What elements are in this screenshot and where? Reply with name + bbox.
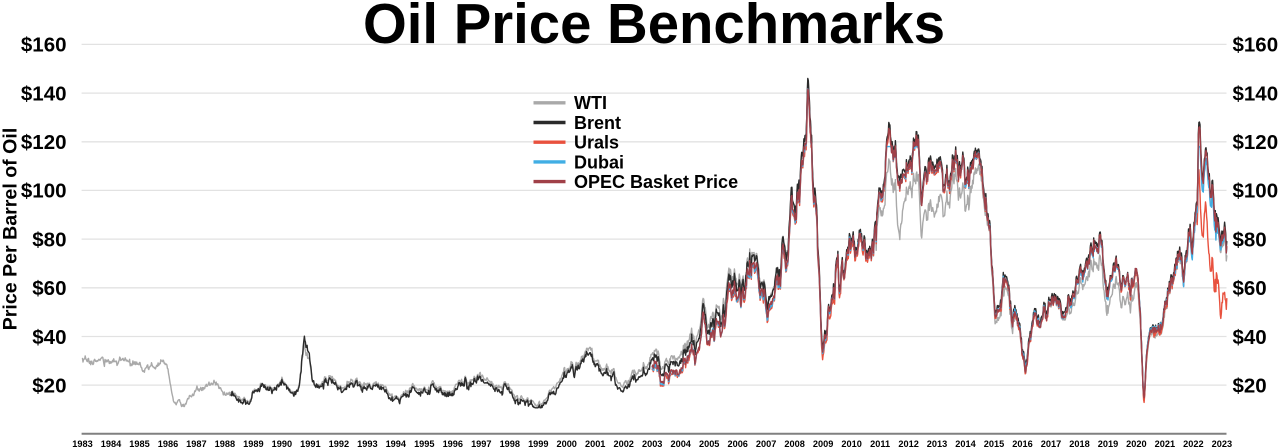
svg-text:$80: $80 — [32, 228, 66, 251]
svg-text:2022: 2022 — [1183, 439, 1203, 448]
svg-text:$100: $100 — [1233, 180, 1279, 203]
svg-text:2013: 2013 — [927, 439, 947, 448]
svg-text:2002: 2002 — [613, 439, 633, 448]
svg-text:2023: 2023 — [1212, 439, 1232, 448]
svg-text:1992: 1992 — [329, 439, 349, 448]
svg-text:2008: 2008 — [784, 439, 804, 448]
svg-text:$160: $160 — [1233, 34, 1279, 57]
svg-text:2003: 2003 — [642, 439, 662, 448]
svg-text:$20: $20 — [1233, 374, 1267, 397]
svg-text:2018: 2018 — [1069, 439, 1089, 448]
svg-text:$120: $120 — [21, 131, 67, 154]
svg-text:2005: 2005 — [699, 439, 719, 448]
svg-text:Dubai: Dubai — [574, 152, 624, 172]
svg-text:2010: 2010 — [841, 439, 861, 448]
svg-text:1984: 1984 — [101, 439, 122, 448]
svg-text:$60: $60 — [1233, 277, 1267, 300]
svg-text:1985: 1985 — [129, 439, 149, 448]
svg-text:2021: 2021 — [1155, 439, 1175, 448]
svg-text:2020: 2020 — [1126, 439, 1146, 448]
svg-text:2001: 2001 — [585, 439, 605, 448]
svg-text:2016: 2016 — [1012, 439, 1032, 448]
svg-text:2000: 2000 — [556, 439, 576, 448]
svg-text:1997: 1997 — [471, 439, 491, 448]
svg-text:1986: 1986 — [158, 439, 178, 448]
svg-text:$80: $80 — [1233, 228, 1267, 251]
svg-text:Oil Price Benchmarks: Oil Price Benchmarks — [363, 0, 945, 55]
svg-text:$20: $20 — [32, 374, 66, 397]
svg-text:1989: 1989 — [243, 439, 263, 448]
svg-text:1988: 1988 — [215, 439, 235, 448]
svg-text:2012: 2012 — [898, 439, 918, 448]
svg-text:2004: 2004 — [670, 439, 691, 448]
svg-text:$60: $60 — [32, 277, 66, 300]
svg-text:1998: 1998 — [500, 439, 520, 448]
svg-text:2014: 2014 — [955, 439, 976, 448]
svg-text:1991: 1991 — [300, 439, 320, 448]
svg-text:1990: 1990 — [272, 439, 292, 448]
svg-text:2015: 2015 — [984, 439, 1004, 448]
svg-text:2019: 2019 — [1098, 439, 1118, 448]
svg-text:1987: 1987 — [186, 439, 206, 448]
svg-text:1994: 1994 — [386, 439, 407, 448]
svg-text:$100: $100 — [21, 180, 67, 203]
svg-text:2006: 2006 — [727, 439, 747, 448]
svg-text:2007: 2007 — [756, 439, 776, 448]
svg-text:$140: $140 — [21, 82, 67, 105]
svg-text:Price Per Barrel of Oil: Price Per Barrel of Oil — [0, 128, 22, 331]
svg-text:$40: $40 — [1233, 326, 1267, 349]
svg-text:2011: 2011 — [870, 439, 890, 448]
svg-text:1983: 1983 — [72, 439, 92, 448]
svg-text:1999: 1999 — [528, 439, 548, 448]
svg-text:$120: $120 — [1233, 131, 1279, 154]
svg-text:Urals: Urals — [574, 133, 619, 153]
svg-text:$140: $140 — [1233, 82, 1279, 105]
svg-text:$160: $160 — [21, 34, 67, 57]
svg-text:1996: 1996 — [443, 439, 463, 448]
svg-text:1995: 1995 — [414, 439, 434, 448]
svg-text:1993: 1993 — [357, 439, 377, 448]
svg-text:$40: $40 — [32, 326, 66, 349]
svg-text:Brent: Brent — [574, 113, 621, 133]
svg-text:2009: 2009 — [813, 439, 833, 448]
svg-text:2017: 2017 — [1041, 439, 1061, 448]
svg-text:OPEC Basket Price: OPEC Basket Price — [574, 172, 738, 192]
svg-text:WTI: WTI — [574, 93, 607, 113]
